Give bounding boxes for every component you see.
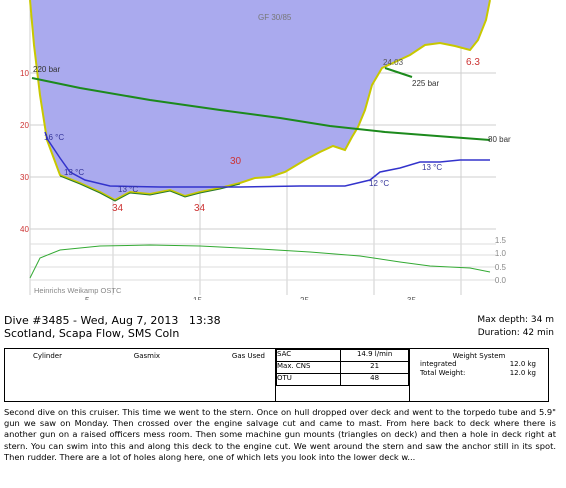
weight-label: integrated	[420, 360, 457, 368]
dive-info-table: Cylinder Gasmix Gas Used SAC 14.9 l/min …	[4, 348, 549, 402]
cylinder-header: Cylinder	[33, 352, 62, 360]
stats-panel: SAC 14.9 l/min Max. CNS 21 OTU 48	[275, 348, 410, 402]
temp-label: 13 °C	[422, 163, 442, 172]
dive-profile-chart: GF 30/85 10 20 30 40 220 bar 225 bar 80 …	[20, 0, 511, 300]
temp-label: 13 °C	[118, 185, 138, 194]
dive-computer-label: Heinrichs Weikamp OSTC	[34, 286, 122, 295]
gasmix-header: Gasmix	[133, 352, 161, 360]
max-depth: Max depth: 34 m	[477, 315, 554, 325]
pressure-line	[31, 77, 491, 141]
depth-fill	[30, 0, 490, 200]
temp-label: 13 °C	[64, 168, 84, 177]
duration: Duration: 42 min	[477, 328, 554, 338]
depth-line-shadow	[59, 175, 241, 202]
stat-value: 48	[340, 373, 409, 386]
stat-label: OTU	[275, 373, 342, 386]
pressure-start-label: 220 bar	[33, 65, 60, 74]
weight-value: 12.0 kg	[509, 369, 536, 377]
depth-axis-label: 20	[20, 121, 29, 130]
depth-marker: 24.03	[383, 58, 404, 67]
pressure-end-label: 80 bar	[488, 135, 511, 144]
dive-title: Dive #3485 - Wed, Aug 7, 2013 13:38	[4, 314, 221, 327]
depth-marker: 34	[112, 203, 124, 214]
dive-header: Dive #3485 - Wed, Aug 7, 2013 13:38 Scot…	[4, 314, 221, 340]
time-axis-label: 15	[193, 296, 202, 300]
weight-value: 12.0 kg	[509, 360, 536, 368]
time-axis-label: 25	[300, 296, 309, 300]
dive-notes: Second dive on this cruiser. This time w…	[4, 407, 556, 462]
depth-line	[29, 0, 491, 202]
gf-label: GF 30/85	[258, 13, 292, 22]
time-axis-label: 5	[85, 296, 90, 300]
depth-marker: 30	[230, 156, 242, 167]
depth-axis-label: 10	[20, 69, 29, 78]
weight-panel: Weight System integrated 12.0 kg Total W…	[409, 348, 549, 402]
stat-value: 21	[340, 361, 409, 374]
depth-axis-label: 40	[20, 225, 29, 234]
stat-label: Max. CNS	[275, 361, 342, 374]
temperature-line	[44, 131, 490, 188]
depth-marker: 6.3	[466, 57, 480, 68]
weight-label: Total Weight:	[420, 369, 466, 377]
gas-used-header: Gas Used	[231, 352, 265, 360]
cylinder-panel: Cylinder Gasmix Gas Used	[4, 348, 276, 402]
po2-panel	[29, 243, 496, 281]
stat-value: 14.9 l/min	[340, 349, 409, 362]
stat-label: SAC	[275, 349, 342, 362]
dive-summary: Max depth: 34 m Duration: 42 min	[477, 314, 554, 340]
depth-marker: 34	[194, 203, 206, 214]
temp-label: 12 °C	[369, 179, 389, 188]
po2-scale-label: 0.5	[495, 263, 507, 272]
temp-label: 16 °C	[44, 133, 64, 142]
pressure-short-line	[384, 67, 413, 78]
dive-location: Scotland, Scapa Flow, SMS Coln	[4, 327, 180, 340]
time-axis-label: 35	[407, 296, 416, 300]
po2-scale-label: 1.0	[495, 249, 507, 258]
pressure-mid-label: 225 bar	[412, 79, 439, 88]
po2-scale-label: 1.5	[495, 236, 507, 245]
po2-scale-label: 0.0	[495, 276, 507, 285]
weight-title: Weight System	[452, 352, 506, 360]
depth-axis-label: 30	[20, 173, 29, 182]
